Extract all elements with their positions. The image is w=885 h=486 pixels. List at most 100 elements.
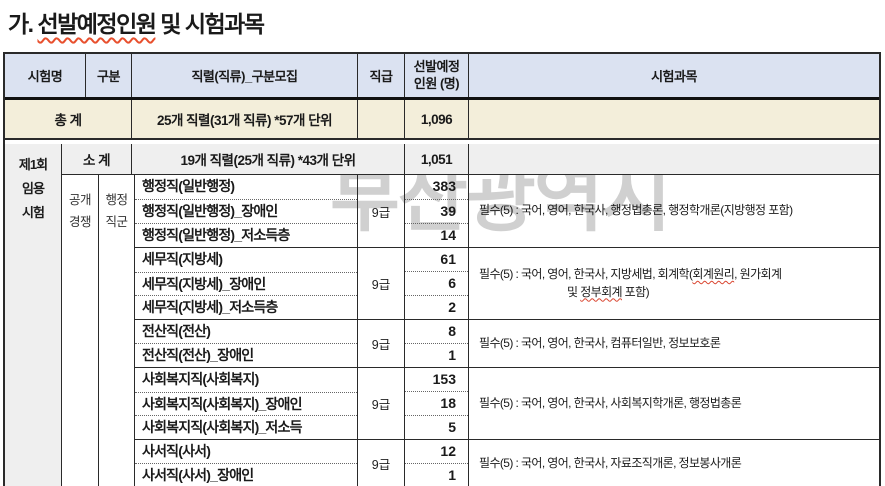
subjects-cell: 필수(5) : 국어, 영어, 한국사, 컴퓨터일반, 정보보호론 xyxy=(469,320,879,367)
subjects-text: 및 xyxy=(567,284,581,299)
subjects-text: 필수(5) : 국어, 영어, 한국사, 컴퓨터일반, 정보보호론 xyxy=(479,335,721,350)
job-row-count: 8 xyxy=(448,323,456,339)
job-row-count: 1 xyxy=(405,463,468,486)
job-row-count: 5 xyxy=(405,415,468,439)
job-row-count: 153 xyxy=(432,371,456,387)
subtotal-series: 19개 직렬(25개 직류) *43개 단위 xyxy=(132,144,405,174)
job-name-column: 사회복지직(사회복지) 사회복지직(사회복지)_장애인 사회복지직(사회복지)_저소… xyxy=(135,368,358,439)
job-name-column: 사서직(사서) 사서직(사서)_장애인 xyxy=(135,440,358,486)
table-header-row: 시험명 구분 직렬(직류)_구분모집 직급 선발예정 인원 (명) 시험과목 xyxy=(5,54,879,100)
title-prefix: 가. xyxy=(8,11,38,37)
header-exam-name: 시험명 xyxy=(5,54,86,97)
job-row-count: 2 xyxy=(405,295,468,319)
subtotal-subjects-empty xyxy=(469,144,879,174)
header-category: 구분 xyxy=(86,54,132,97)
header-count-line2: 인원 (명) xyxy=(413,75,460,91)
job-rows-body: 공개 경쟁 행정 직군 행정직(일반행정) 행정직(일반행정)_장애인 행정직(일반… xyxy=(62,175,879,486)
exam-round-line2: 임용 xyxy=(22,181,45,197)
subtotal-count: 1,051 xyxy=(405,144,469,174)
job-row-name: 세무직(지방세)_저소득층 xyxy=(135,295,357,319)
category-open-line1: 공개 xyxy=(68,193,92,207)
job-row-count: 61 xyxy=(440,251,456,267)
job-row-name: 행정직(일반행정)_장애인 xyxy=(135,199,357,223)
grand-total-count: 1,096 xyxy=(405,100,469,138)
header-count-line1: 선발예정 xyxy=(413,58,460,74)
subjects-line: 및 정부회계 포함) xyxy=(479,284,877,301)
category-open-line2: 경쟁 xyxy=(68,214,92,229)
subjects-line: 필수(5) : 국어, 영어, 한국사, 자료조직개론, 정보봉사개론 xyxy=(479,455,877,472)
job-row-name: 사회복지직(사회복지) xyxy=(142,371,259,387)
subjects-cell: 필수(5) : 국어, 영어, 한국사, 자료조직개론, 정보봉사개론 xyxy=(469,440,879,486)
job-row-name: 사회복지직(사회복지)_장애인 xyxy=(135,391,357,416)
subjects-line: 필수(5) : 국어, 영어, 한국사, 행정법총론, 행정학개론(지방행정 포… xyxy=(479,202,877,219)
selection-plan-table: 시험명 구분 직렬(직류)_구분모집 직급 선발예정 인원 (명) 시험과목 총… xyxy=(3,52,881,486)
category-admin-group-cell: 행정 직군 xyxy=(99,175,135,486)
grand-total-label: 총 계 xyxy=(5,100,132,138)
job-row-name: 사서직(사서)_장애인 xyxy=(135,463,357,486)
job-row-name: 전산직(전산)_장애인 xyxy=(135,343,357,367)
job-group: 전산직(전산) 전산직(전산)_장애인 9급 8 1 필수(5) : 국어, 영어, 한국… xyxy=(135,319,879,367)
table-section-gap xyxy=(5,140,879,144)
rank-cell: 9급 xyxy=(358,440,405,486)
subjects-text: 필수(5) : 국어, 영어, 한국사, 자료조직개론, 정보봉사개론 xyxy=(479,455,742,470)
subtotal-row: 소 계 19개 직렬(25개 직류) *43개 단위 1,051 xyxy=(62,144,879,175)
job-row-count: 383 xyxy=(432,178,456,194)
subtotal-label: 소 계 xyxy=(62,144,132,174)
exam-round-cell: 제1회 임용 시험 xyxy=(5,144,62,486)
job-row-name: 세무직(지방세) xyxy=(142,251,223,267)
rank-cell: 9급 xyxy=(358,320,405,367)
header-rank: 직급 xyxy=(358,54,405,97)
rank-cell: 9급 xyxy=(358,248,405,319)
job-row-count: 14 xyxy=(405,223,468,247)
grand-total-subjects-empty xyxy=(469,100,879,138)
category-admin-line2: 직군 xyxy=(105,214,128,229)
subjects-text: 필수(5) : 국어, 영어, 한국사, 행정법총론, 행정학개론(지방행정 포… xyxy=(479,203,793,218)
header-series: 직렬(직류)_구분모집 xyxy=(132,54,358,97)
subjects-spellcheck-word: 회계원리 xyxy=(692,267,735,282)
header-subjects: 시험과목 xyxy=(651,69,697,84)
exam-round-line3: 시험 xyxy=(22,205,45,221)
subjects-cell: 필수(5) : 국어, 영어, 한국사, 행정법총론, 행정학개론(지방행정 포… xyxy=(469,175,879,247)
subjects-line: 필수(5) : 국어, 영어, 한국사, 사회복지학개론, 행정법총론 xyxy=(479,395,877,412)
grand-total-row: 총 계 25개 직렬(31개 직류) *57개 단위 1,096 xyxy=(5,100,879,140)
job-row-name: 사서직(사서) xyxy=(142,443,211,459)
title-suffix: 및 시험과목 xyxy=(155,11,265,37)
job-row-count: 12 xyxy=(440,443,456,459)
job-group: 행정직(일반행정) 행정직(일반행정)_장애인 행정직(일반행정)_저소득층 9급 38… xyxy=(135,175,879,247)
job-group: 사서직(사서) 사서직(사서)_장애인 9급 12 1 필수(5) : 국어, 영어, 한… xyxy=(135,439,879,486)
job-count-column: 12 1 xyxy=(405,440,469,486)
job-row-name: 세무직(지방세)_장애인 xyxy=(135,271,357,296)
job-group: 사회복지직(사회복지) 사회복지직(사회복지)_장애인 사회복지직(사회복지)_저소… xyxy=(135,367,879,439)
subjects-text: 필수(5) : 국어, 영어, 한국사, 사회복지학개론, 행정법총론 xyxy=(479,395,742,410)
job-count-column: 61 6 2 xyxy=(405,248,469,319)
round1-section: 제1회 임용 시험 소 계 19개 직렬(25개 직류) *43개 단위 1,0… xyxy=(5,144,879,486)
job-name-column: 행정직(일반행정) 행정직(일반행정)_장애인 행정직(일반행정)_저소득층 xyxy=(135,175,358,247)
subjects-spellcheck-word: 정부회계 xyxy=(580,284,622,299)
grand-total-rank-empty xyxy=(358,100,405,138)
job-row-name: 행정직(일반행정)_저소득층 xyxy=(135,223,357,247)
page-title: 가. 선발예정인원 및 시험과목 xyxy=(8,5,265,39)
subjects-text: 포함) xyxy=(621,284,650,299)
job-row-count: 6 xyxy=(405,271,468,295)
rank-cell: 9급 xyxy=(358,175,405,247)
header-count: 선발예정 인원 (명) xyxy=(405,54,469,97)
subjects-text: , 원가회계 xyxy=(734,267,782,282)
category-open-competition-cell: 공개 경쟁 xyxy=(62,175,99,486)
title-spellcheck-underline: 선발예정인원 xyxy=(37,11,156,37)
grand-total-series: 25개 직렬(31개 직류) *57개 단위 xyxy=(132,100,358,138)
job-group: 세무직(지방세) 세무직(지방세)_장애인 세무직(지방세)_저소득층 9급 61 6 2 필… xyxy=(135,247,879,319)
job-count-column: 383 39 14 xyxy=(405,175,469,247)
job-count-column: 153 18 5 xyxy=(405,368,469,439)
subjects-line: 필수(5) : 국어, 영어, 한국사, 지방세법, 회계학(회계원리, 원가회… xyxy=(479,266,877,283)
job-row-name: 사회복지직(사회복지)_저소득 xyxy=(135,415,357,439)
subjects-text: 필수(5) : 국어, 영어, 한국사, 지방세법, 회계학( xyxy=(479,267,693,282)
job-row-name: 전산직(전산) xyxy=(142,323,211,339)
job-row-count: 39 xyxy=(405,199,468,223)
job-groups: 행정직(일반행정) 행정직(일반행정)_장애인 행정직(일반행정)_저소득층 9급 38… xyxy=(135,175,879,486)
rank-cell: 9급 xyxy=(358,368,405,439)
subjects-line: 필수(5) : 국어, 영어, 한국사, 컴퓨터일반, 정보보호론 xyxy=(479,335,877,352)
subjects-cell: 필수(5) : 국어, 영어, 한국사, 사회복지학개론, 행정법총론 xyxy=(469,368,879,439)
job-name-column: 세무직(지방세) 세무직(지방세)_장애인 세무직(지방세)_저소득층 xyxy=(135,248,358,319)
